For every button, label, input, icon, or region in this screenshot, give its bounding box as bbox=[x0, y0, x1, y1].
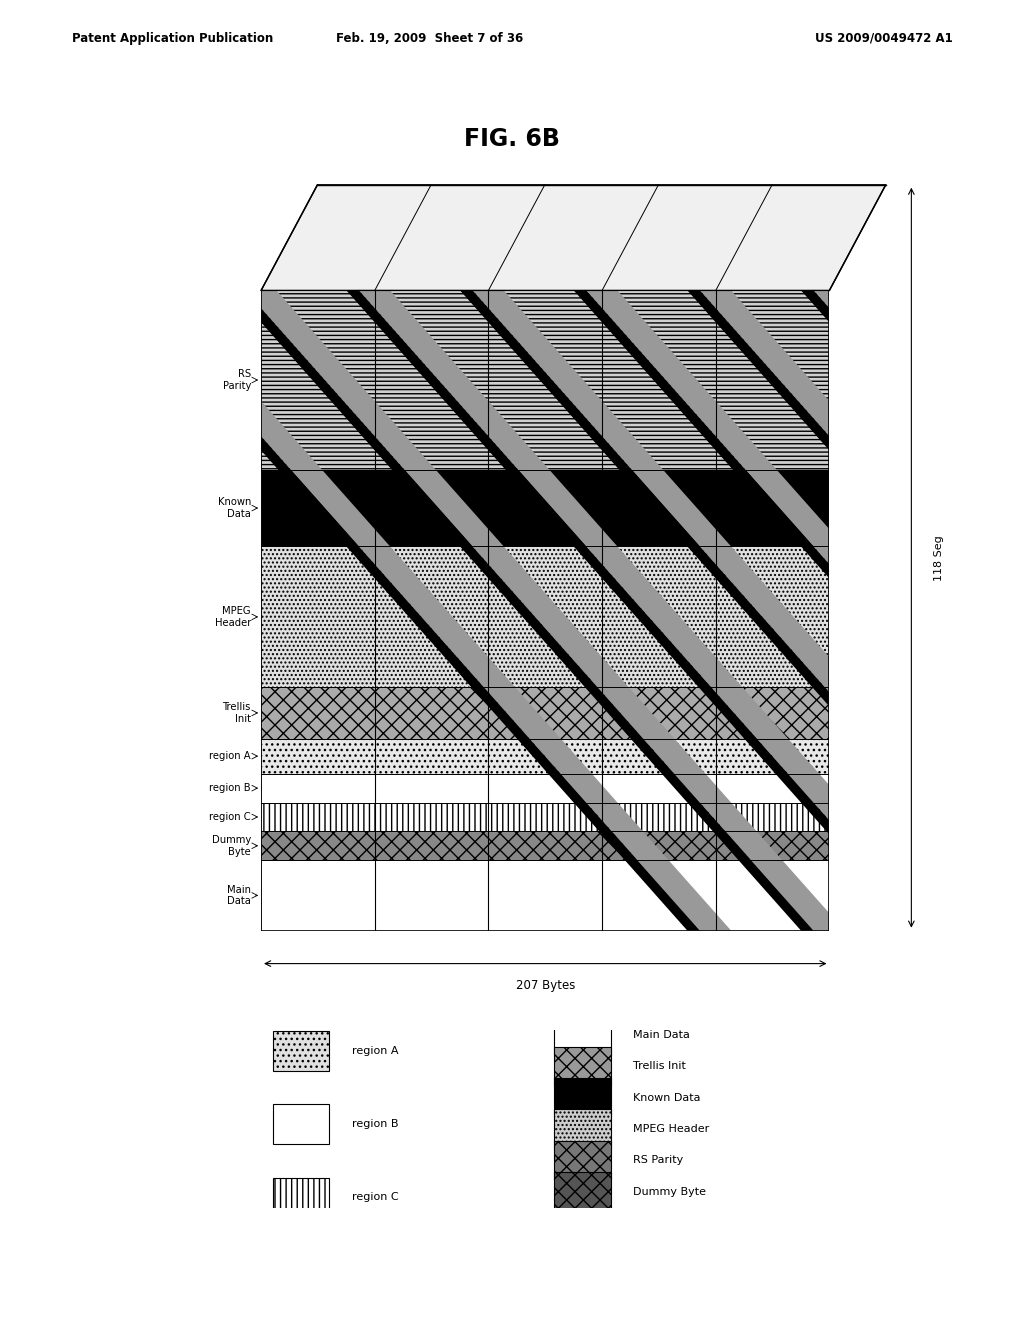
Bar bbox=[488, 832, 602, 861]
Bar bbox=[488, 290, 602, 470]
Bar bbox=[261, 739, 375, 774]
Text: Known
Data: Known Data bbox=[217, 498, 251, 519]
Text: Main Data: Main Data bbox=[633, 1030, 690, 1040]
Polygon shape bbox=[460, 290, 1024, 931]
Bar bbox=[488, 470, 602, 546]
Bar bbox=[375, 739, 488, 774]
Text: region C: region C bbox=[209, 812, 251, 822]
Bar bbox=[488, 739, 602, 774]
Bar bbox=[555, 1078, 610, 1117]
Polygon shape bbox=[699, 290, 1024, 931]
Bar bbox=[716, 290, 829, 470]
Polygon shape bbox=[131, 290, 731, 931]
Bar bbox=[375, 861, 488, 931]
Text: MPEG
Header: MPEG Header bbox=[214, 606, 251, 628]
Polygon shape bbox=[245, 290, 845, 931]
Bar bbox=[716, 688, 829, 739]
Bar bbox=[261, 290, 375, 470]
Bar bbox=[375, 774, 488, 803]
Bar bbox=[555, 1109, 610, 1148]
Bar bbox=[488, 803, 602, 832]
Bar bbox=[488, 688, 602, 739]
Bar bbox=[555, 1047, 610, 1086]
Text: Feb. 19, 2009  Sheet 7 of 36: Feb. 19, 2009 Sheet 7 of 36 bbox=[337, 32, 523, 45]
Bar bbox=[602, 470, 716, 546]
Text: Main
Data: Main Data bbox=[227, 884, 251, 907]
Polygon shape bbox=[586, 290, 1024, 931]
Bar bbox=[375, 688, 488, 739]
Bar bbox=[261, 688, 375, 739]
Bar bbox=[716, 546, 829, 688]
Bar bbox=[375, 803, 488, 832]
Polygon shape bbox=[801, 290, 1024, 931]
Bar bbox=[261, 832, 375, 861]
Bar bbox=[716, 470, 829, 546]
Bar bbox=[602, 861, 716, 931]
Text: Trellis Init: Trellis Init bbox=[633, 1061, 686, 1072]
Polygon shape bbox=[261, 185, 886, 290]
Bar bbox=[602, 546, 716, 688]
Bar bbox=[375, 832, 488, 861]
Polygon shape bbox=[914, 290, 1024, 931]
Bar bbox=[555, 1172, 610, 1212]
Bar bbox=[375, 470, 488, 546]
Bar bbox=[716, 861, 829, 931]
Bar bbox=[602, 803, 716, 832]
Bar bbox=[261, 861, 375, 931]
Bar bbox=[602, 774, 716, 803]
Polygon shape bbox=[232, 290, 813, 931]
Text: RS Parity: RS Parity bbox=[633, 1155, 684, 1166]
Text: region C: region C bbox=[352, 1192, 398, 1203]
Bar bbox=[716, 832, 829, 861]
Text: RS
Parity: RS Parity bbox=[222, 370, 251, 391]
Bar bbox=[488, 546, 602, 688]
Bar bbox=[261, 803, 375, 832]
Text: MPEG Header: MPEG Header bbox=[633, 1125, 710, 1134]
Text: Trellis
Init: Trellis Init bbox=[222, 702, 251, 723]
Bar bbox=[716, 803, 829, 832]
Text: Dummy
Byte: Dummy Byte bbox=[212, 836, 251, 857]
Polygon shape bbox=[813, 290, 1024, 931]
Text: Known Data: Known Data bbox=[633, 1093, 700, 1102]
Polygon shape bbox=[346, 290, 927, 931]
Bar bbox=[716, 774, 829, 803]
Polygon shape bbox=[687, 290, 1024, 931]
Polygon shape bbox=[573, 290, 1024, 931]
Bar bbox=[261, 774, 375, 803]
Text: FIG. 6B: FIG. 6B bbox=[464, 127, 560, 150]
Bar bbox=[488, 774, 602, 803]
Text: region A: region A bbox=[209, 751, 251, 762]
Text: Dummy Byte: Dummy Byte bbox=[633, 1187, 707, 1197]
Bar bbox=[555, 1140, 610, 1180]
Text: 118 Seg: 118 Seg bbox=[934, 535, 944, 581]
Bar bbox=[716, 739, 829, 774]
Polygon shape bbox=[119, 290, 699, 931]
Bar bbox=[602, 832, 716, 861]
Polygon shape bbox=[358, 290, 958, 931]
Bar bbox=[272, 1031, 330, 1071]
Text: 207 Bytes: 207 Bytes bbox=[516, 979, 574, 993]
Bar bbox=[261, 546, 375, 688]
Bar bbox=[272, 1105, 330, 1143]
Bar bbox=[375, 290, 488, 470]
Polygon shape bbox=[472, 290, 1024, 931]
Text: Patent Application Publication: Patent Application Publication bbox=[72, 32, 273, 45]
Text: region B: region B bbox=[209, 783, 251, 793]
Polygon shape bbox=[927, 290, 1024, 931]
Bar bbox=[488, 861, 602, 931]
Bar bbox=[261, 470, 375, 546]
Text: region A: region A bbox=[352, 1045, 398, 1056]
Bar bbox=[555, 1015, 610, 1055]
Bar bbox=[272, 1177, 330, 1217]
Bar bbox=[602, 739, 716, 774]
Text: US 2009/0049472 A1: US 2009/0049472 A1 bbox=[814, 32, 952, 45]
Bar bbox=[375, 546, 488, 688]
Bar bbox=[602, 688, 716, 739]
Bar bbox=[602, 290, 716, 470]
Text: region B: region B bbox=[352, 1119, 398, 1129]
